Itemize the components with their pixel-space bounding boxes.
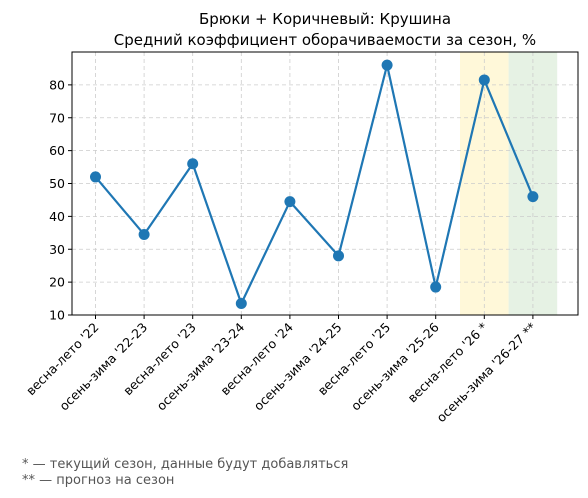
- y-tick-label-60: 60: [49, 143, 65, 158]
- data-point-0: [90, 171, 101, 183]
- data-point-5: [333, 250, 344, 262]
- y-tick-label-30: 30: [49, 242, 65, 257]
- y-tick-label-20: 20: [49, 275, 65, 290]
- y-tick-label-70: 70: [49, 110, 65, 125]
- y-tick-label-50: 50: [49, 176, 65, 191]
- data-point-2: [187, 158, 199, 170]
- footnote-forecast: ** — прогноз на сезон: [22, 473, 175, 488]
- x-tick-label-9: осень-зима '26-27 **: [433, 320, 539, 426]
- chart-title: Брюки + Коричневый: Крушина: [199, 10, 451, 28]
- x-tick-label-5: осень-зима '24-25: [251, 320, 345, 414]
- data-point-9: [527, 191, 539, 203]
- series-line-0: [94, 64, 534, 305]
- grid: [72, 52, 578, 316]
- plot-frame: [71, 51, 579, 316]
- data-point-6: [381, 59, 393, 71]
- data-point-1: [138, 228, 150, 240]
- y-axis: 10 20 30 40 50 60 70 80: [49, 77, 72, 323]
- y-tick-label-80: 80: [49, 77, 65, 92]
- x-tick-label-7: осень-зима '25-26: [348, 319, 442, 413]
- y-tick-label-40: 40: [49, 209, 65, 224]
- y-tick-label-10: 10: [49, 308, 65, 323]
- footnote-current-season: * — текущий сезон, данные будут добавлят…: [22, 457, 349, 472]
- series: [90, 59, 539, 309]
- data-point-3: [235, 297, 247, 309]
- data-point-7: [430, 281, 442, 293]
- data-point-4: [284, 196, 296, 208]
- x-tick-label-1: осень-зима '22-23: [56, 320, 150, 414]
- data-point-8: [478, 74, 490, 86]
- x-tick-label-3: осень-зима '23-24: [153, 319, 247, 413]
- chart-subtitle: Средний коэффициент оборачиваемости за с…: [114, 31, 536, 49]
